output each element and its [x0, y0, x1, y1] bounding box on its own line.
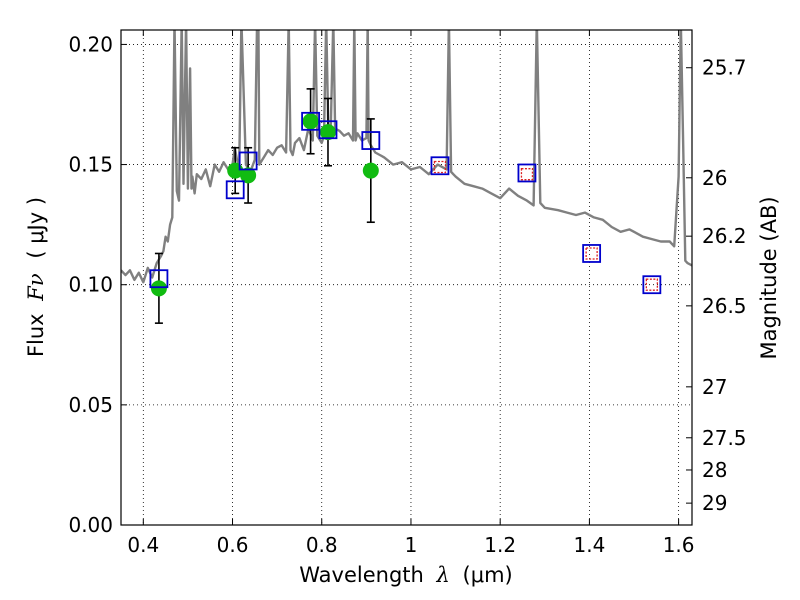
model-square [225, 180, 245, 200]
nir-model-square [520, 168, 534, 181]
plot-background [121, 30, 692, 525]
y-axis-title: Flux Fν ( μJy ) [24, 197, 48, 357]
model-square [642, 275, 662, 295]
magnitude-tick-label: 26.2 [702, 224, 747, 248]
x-tick-label: 1 [405, 533, 418, 557]
observed-point [302, 113, 319, 130]
nir-squares-layer [433, 160, 659, 291]
y-tick-label: 0.05 [68, 393, 113, 417]
model-squares-layer [149, 111, 662, 295]
magnitude-tick-label: 28 [702, 458, 727, 482]
x-axis-ticks: 0.4 0.6 0.8 1 1.2 1.4 1.6 [127, 30, 695, 557]
model-square [517, 163, 537, 183]
y-tick-label: 0.15 [68, 153, 113, 177]
y-tick-label: 0.00 [68, 513, 113, 537]
magnitude-tick-label: 26 [702, 166, 727, 190]
x-tick-label: 0.6 [217, 533, 249, 557]
magnitude-axis-ticks: 25.7 26 26.2 26.5 27 27.5 28 29 [686, 56, 747, 515]
model-square [582, 244, 602, 263]
x-tick-label: 0.4 [127, 533, 159, 557]
y-tick-label: 0.20 [68, 32, 113, 56]
x-tick-label: 1.4 [573, 533, 605, 557]
model-square [361, 131, 381, 150]
grid-lines [121, 30, 692, 526]
x-tick-label: 1.2 [484, 533, 516, 557]
magnitude-tick-label: 27.5 [702, 426, 747, 450]
observed-points-layer [150, 113, 379, 297]
nir-model-square [433, 160, 447, 174]
y-tick-label: 0.10 [68, 273, 113, 297]
nir-model-square [585, 247, 598, 260]
magnitude-axis-title: Magnitude (AB) [757, 196, 781, 359]
x-tick-label: 0.8 [306, 533, 338, 557]
model-square [318, 120, 338, 140]
x-tick-label: 1.6 [663, 533, 695, 557]
observed-point [362, 162, 379, 179]
observed-point [319, 124, 336, 141]
model-square [430, 156, 450, 176]
observed-point [150, 280, 167, 297]
nir-model-square [645, 278, 659, 291]
magnitude-tick-label: 29 [702, 491, 727, 515]
model-square [149, 269, 169, 289]
magnitude-tick-label: 25.7 [702, 56, 747, 80]
model-square [238, 151, 258, 171]
observed-point [240, 167, 257, 184]
y-axis-ticks: 0.00 0.05 0.10 0.15 0.20 [68, 32, 127, 537]
magnitude-tick-label: 27 [702, 375, 727, 399]
plot-frame [120, 29, 693, 526]
magnitude-tick-label: 26.5 [702, 294, 747, 318]
x-axis-title: Wavelength λ (μm) [299, 563, 512, 587]
